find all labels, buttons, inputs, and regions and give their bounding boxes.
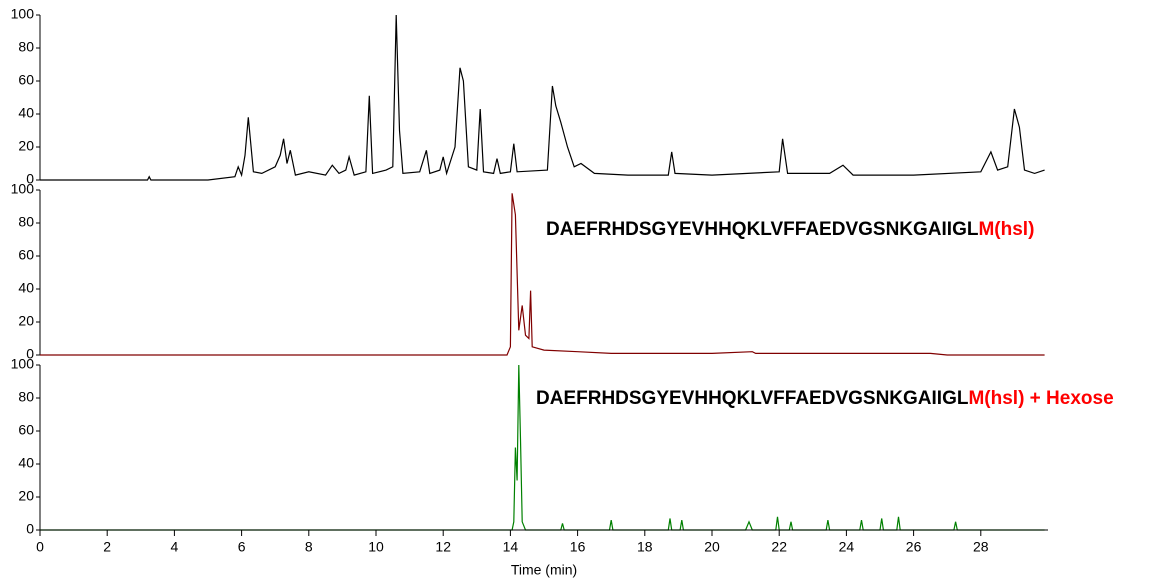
x-tick-label: 0 bbox=[36, 539, 44, 555]
annotation-part: M(hsl) bbox=[978, 219, 1034, 240]
x-tick-label: 8 bbox=[305, 539, 313, 555]
x-tick-label: 22 bbox=[771, 539, 787, 555]
y-tick-label: 0 bbox=[26, 171, 34, 187]
y-tick-label: 20 bbox=[18, 313, 34, 329]
y-tick-label: 40 bbox=[18, 455, 34, 471]
y-tick-label: 100 bbox=[11, 181, 35, 197]
y-tick-label: 80 bbox=[18, 214, 34, 230]
y-tick-label: 0 bbox=[26, 521, 34, 537]
x-tick-label: 26 bbox=[906, 539, 922, 555]
annotation-part: DAEFRHDSGYEVHHQKLVFFAEDVGSNKGAIIGL bbox=[546, 219, 979, 240]
x-tick-label: 20 bbox=[704, 539, 720, 555]
y-tick-label: 0 bbox=[26, 346, 34, 362]
x-tick-label: 4 bbox=[171, 539, 179, 555]
x-tick-label: 10 bbox=[368, 539, 384, 555]
y-tick-label: 80 bbox=[18, 39, 34, 55]
x-tick-label: 28 bbox=[973, 539, 989, 555]
y-tick-label: 100 bbox=[11, 6, 35, 22]
y-tick-label: 20 bbox=[18, 138, 34, 154]
trace bbox=[40, 193, 1045, 356]
x-axis-label: Time (min) bbox=[511, 562, 577, 578]
x-tick-label: 6 bbox=[238, 539, 246, 555]
annotation: DAEFRHDSGYEVHHQKLVFFAEDVGSNKGAIIGLM(hsl)… bbox=[536, 388, 1114, 409]
x-tick-label: 18 bbox=[637, 539, 653, 555]
annotation: DAEFRHDSGYEVHHQKLVFFAEDVGSNKGAIIGLM(hsl) bbox=[546, 219, 1034, 240]
annotation-part: M(hsl) + Hexose bbox=[968, 388, 1113, 409]
trace bbox=[40, 14, 1045, 181]
y-tick-label: 80 bbox=[18, 389, 34, 405]
x-tick-label: 2 bbox=[103, 539, 111, 555]
y-tick-label: 60 bbox=[18, 247, 34, 263]
y-tick-label: 20 bbox=[18, 488, 34, 504]
y-tick-label: 60 bbox=[18, 72, 34, 88]
x-tick-label: 16 bbox=[570, 539, 586, 555]
trace bbox=[40, 364, 1045, 531]
y-tick-label: 40 bbox=[18, 105, 34, 121]
annotation-part: DAEFRHDSGYEVHHQKLVFFAEDVGSNKGAIIGL bbox=[536, 388, 969, 409]
y-tick-label: 40 bbox=[18, 280, 34, 296]
x-tick-label: 24 bbox=[839, 539, 855, 555]
x-tick-label: 12 bbox=[435, 539, 451, 555]
x-tick-label: 14 bbox=[503, 539, 519, 555]
y-tick-label: 100 bbox=[11, 356, 35, 372]
y-tick-label: 60 bbox=[18, 422, 34, 438]
